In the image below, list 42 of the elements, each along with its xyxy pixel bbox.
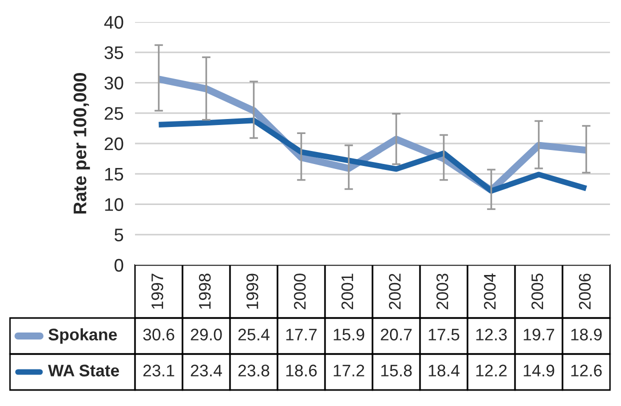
y-axis-title: Rate per 100,000 xyxy=(74,72,90,214)
x-tick-label: 2002 xyxy=(388,274,401,310)
data-label: 14.9 xyxy=(524,364,554,376)
data-label: 30.6 xyxy=(143,328,174,340)
y-tick-label: 10 xyxy=(105,198,124,211)
data-label: 23.1 xyxy=(143,364,174,376)
y-tick-label: 40 xyxy=(104,16,124,29)
y-tick-label: 35 xyxy=(104,46,124,60)
data-label: 17.5 xyxy=(428,328,460,340)
data-label: 12.3 xyxy=(476,328,507,340)
legend-label: WA State xyxy=(48,364,120,376)
y-tick-label: 15 xyxy=(105,168,124,181)
data-label: 25.4 xyxy=(238,328,270,340)
y-tick-label: 25 xyxy=(104,107,124,120)
data-label: 15.9 xyxy=(334,328,364,340)
data-label: 18.9 xyxy=(571,328,602,340)
data-label: 17.7 xyxy=(286,328,317,340)
data-label: 29.0 xyxy=(190,328,222,340)
data-label: 12.2 xyxy=(476,364,507,376)
data-label: 17.2 xyxy=(334,364,364,376)
data-label: 20.7 xyxy=(380,328,412,340)
data-label: 18.6 xyxy=(286,364,317,376)
data-label: 12.6 xyxy=(571,364,602,376)
x-tick-label: 2004 xyxy=(484,273,496,310)
data-label: 19.7 xyxy=(524,328,554,340)
x-tick-label: 2006 xyxy=(578,274,591,310)
x-tick-label: 2000 xyxy=(294,274,306,310)
y-tick-label: 20 xyxy=(104,137,124,150)
legend-label: Spokane xyxy=(48,328,117,344)
x-tick-label: 2003 xyxy=(436,274,448,310)
data-label: 23.4 xyxy=(190,364,222,376)
data-label: 23.8 xyxy=(238,364,270,376)
y-tick-label: 0 xyxy=(114,258,124,272)
x-tick-label: 2005 xyxy=(531,274,544,310)
x-tick-label: 1997 xyxy=(151,274,164,309)
y-tick-label: 30 xyxy=(104,76,124,90)
data-label: 18.4 xyxy=(428,364,460,376)
x-tick-label: 1998 xyxy=(198,274,211,309)
y-tick-label: 5 xyxy=(114,228,124,242)
x-tick-label: 2001 xyxy=(341,274,354,310)
data-label: 15.8 xyxy=(381,364,412,376)
x-tick-label: 1999 xyxy=(246,274,258,309)
